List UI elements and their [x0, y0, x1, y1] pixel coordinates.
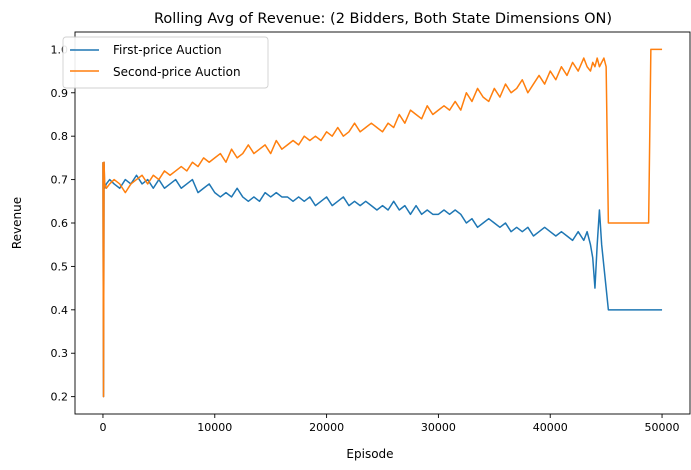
y-tick-label: 0.2 [51, 391, 69, 404]
x-tick-label: 20000 [309, 421, 344, 434]
y-tick-label: 0.8 [51, 130, 69, 143]
plot-frame [74, 31, 691, 415]
series-line-second-price [102, 48, 663, 398]
x-axis-ticks: 0 10000 20000 30000 40000 50000 [99, 414, 680, 434]
legend-label-second-price: Second-price Auction [113, 65, 241, 79]
chart-title: Rolling Avg of Revenue: (2 Bidders, Both… [154, 11, 612, 27]
x-tick-label: 30000 [421, 421, 456, 434]
x-tick-label: 0 [99, 421, 106, 434]
x-tick-label: 10000 [197, 421, 232, 434]
y-tick-label: 0.3 [51, 347, 69, 360]
y-tick-label: 0.6 [51, 217, 69, 230]
x-axis-label: Episode [346, 447, 393, 461]
y-tick-label: 0.5 [51, 260, 69, 273]
series-line-first-price [102, 161, 663, 398]
x-tick-label: 40000 [533, 421, 568, 434]
x-tick-label: 50000 [645, 421, 680, 434]
plot-series [102, 48, 663, 398]
y-tick-label: 0.7 [51, 174, 69, 187]
y-axis-label: Revenue [10, 197, 24, 249]
y-axis-ticks: 0.20.30.40.50.60.70.80.91.0 [51, 43, 75, 404]
y-tick-label: 0.9 [51, 87, 69, 100]
legend-box [62, 36, 269, 89]
legend: First-price Auction Second-price Auction [62, 36, 269, 89]
legend-label-first-price: First-price Auction [113, 43, 222, 57]
y-tick-label: 0.4 [51, 304, 69, 317]
